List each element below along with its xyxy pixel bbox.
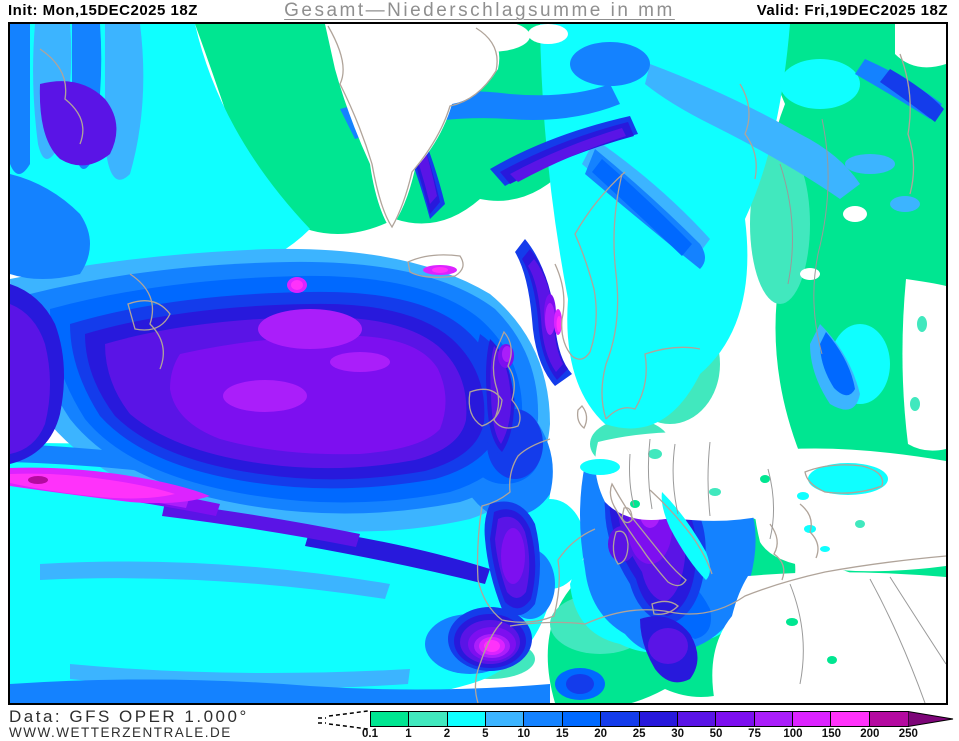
legend-bar: [370, 711, 909, 727]
legend-cell: [409, 712, 448, 726]
init-time-label: Init: Mon,15DEC2025 18Z: [8, 2, 198, 19]
legend-tick-label: 20: [594, 728, 608, 740]
country-borders: [629, 118, 946, 703]
legend-cell: [524, 712, 563, 726]
legend-cell: [371, 712, 410, 726]
legend-tick-label: 1: [405, 728, 412, 740]
legend-overflow-arrow: [908, 711, 954, 727]
legend-tick-label: 15: [555, 728, 569, 740]
legend-tick-label: 75: [748, 728, 761, 740]
valid-time-label: Valid: Fri,19DEC2025 18Z: [756, 2, 948, 19]
legend-cell: [677, 712, 717, 726]
legend-cell: [754, 712, 793, 726]
precipitation-map: [10, 24, 946, 703]
precipitation-map-frame: [8, 22, 948, 705]
legend-cell: [792, 712, 832, 726]
legend-tick-label: 0.1: [362, 728, 378, 740]
legend-tick-label: 200: [860, 728, 880, 740]
legend-tick-label: 5: [482, 728, 489, 740]
legend-cell: [831, 712, 870, 726]
legend-tick-label: 10: [517, 728, 531, 740]
legend-cell: [447, 712, 487, 726]
legend-labels: 0.1 1 2 5 10 15 20 25 30 50 75 100 150 200 250: [362, 728, 950, 741]
legend-tick-label: 100: [783, 728, 803, 740]
legend-tick-label: 50: [709, 728, 723, 740]
website-label: WWW.WETTERZENTRALE.DE: [9, 725, 232, 740]
legend-tick-label: 25: [632, 728, 646, 740]
legend-cell: [562, 712, 602, 726]
legend-tick-label: 150: [821, 728, 841, 740]
legend-cell: [869, 712, 909, 726]
legend-tick-label: 30: [671, 728, 684, 740]
precip-layer-pink: [10, 267, 654, 652]
precip-layer-darkmagenta: [28, 476, 48, 484]
legend-below-threshold-dashes: [318, 710, 369, 730]
legend-cell: [639, 712, 678, 726]
legend-cell: [486, 712, 525, 726]
legend-cell: [716, 712, 755, 726]
legend-tick-label: 250: [898, 728, 918, 740]
legend-cell: [601, 712, 640, 726]
coastlines: [39, 25, 946, 703]
legend-tick-label: 2: [443, 728, 451, 740]
data-source-label: Data: GFS OPER 1.000°: [9, 707, 249, 726]
map-title: Gesamt—Niederschlagsumme in mm: [284, 0, 675, 21]
